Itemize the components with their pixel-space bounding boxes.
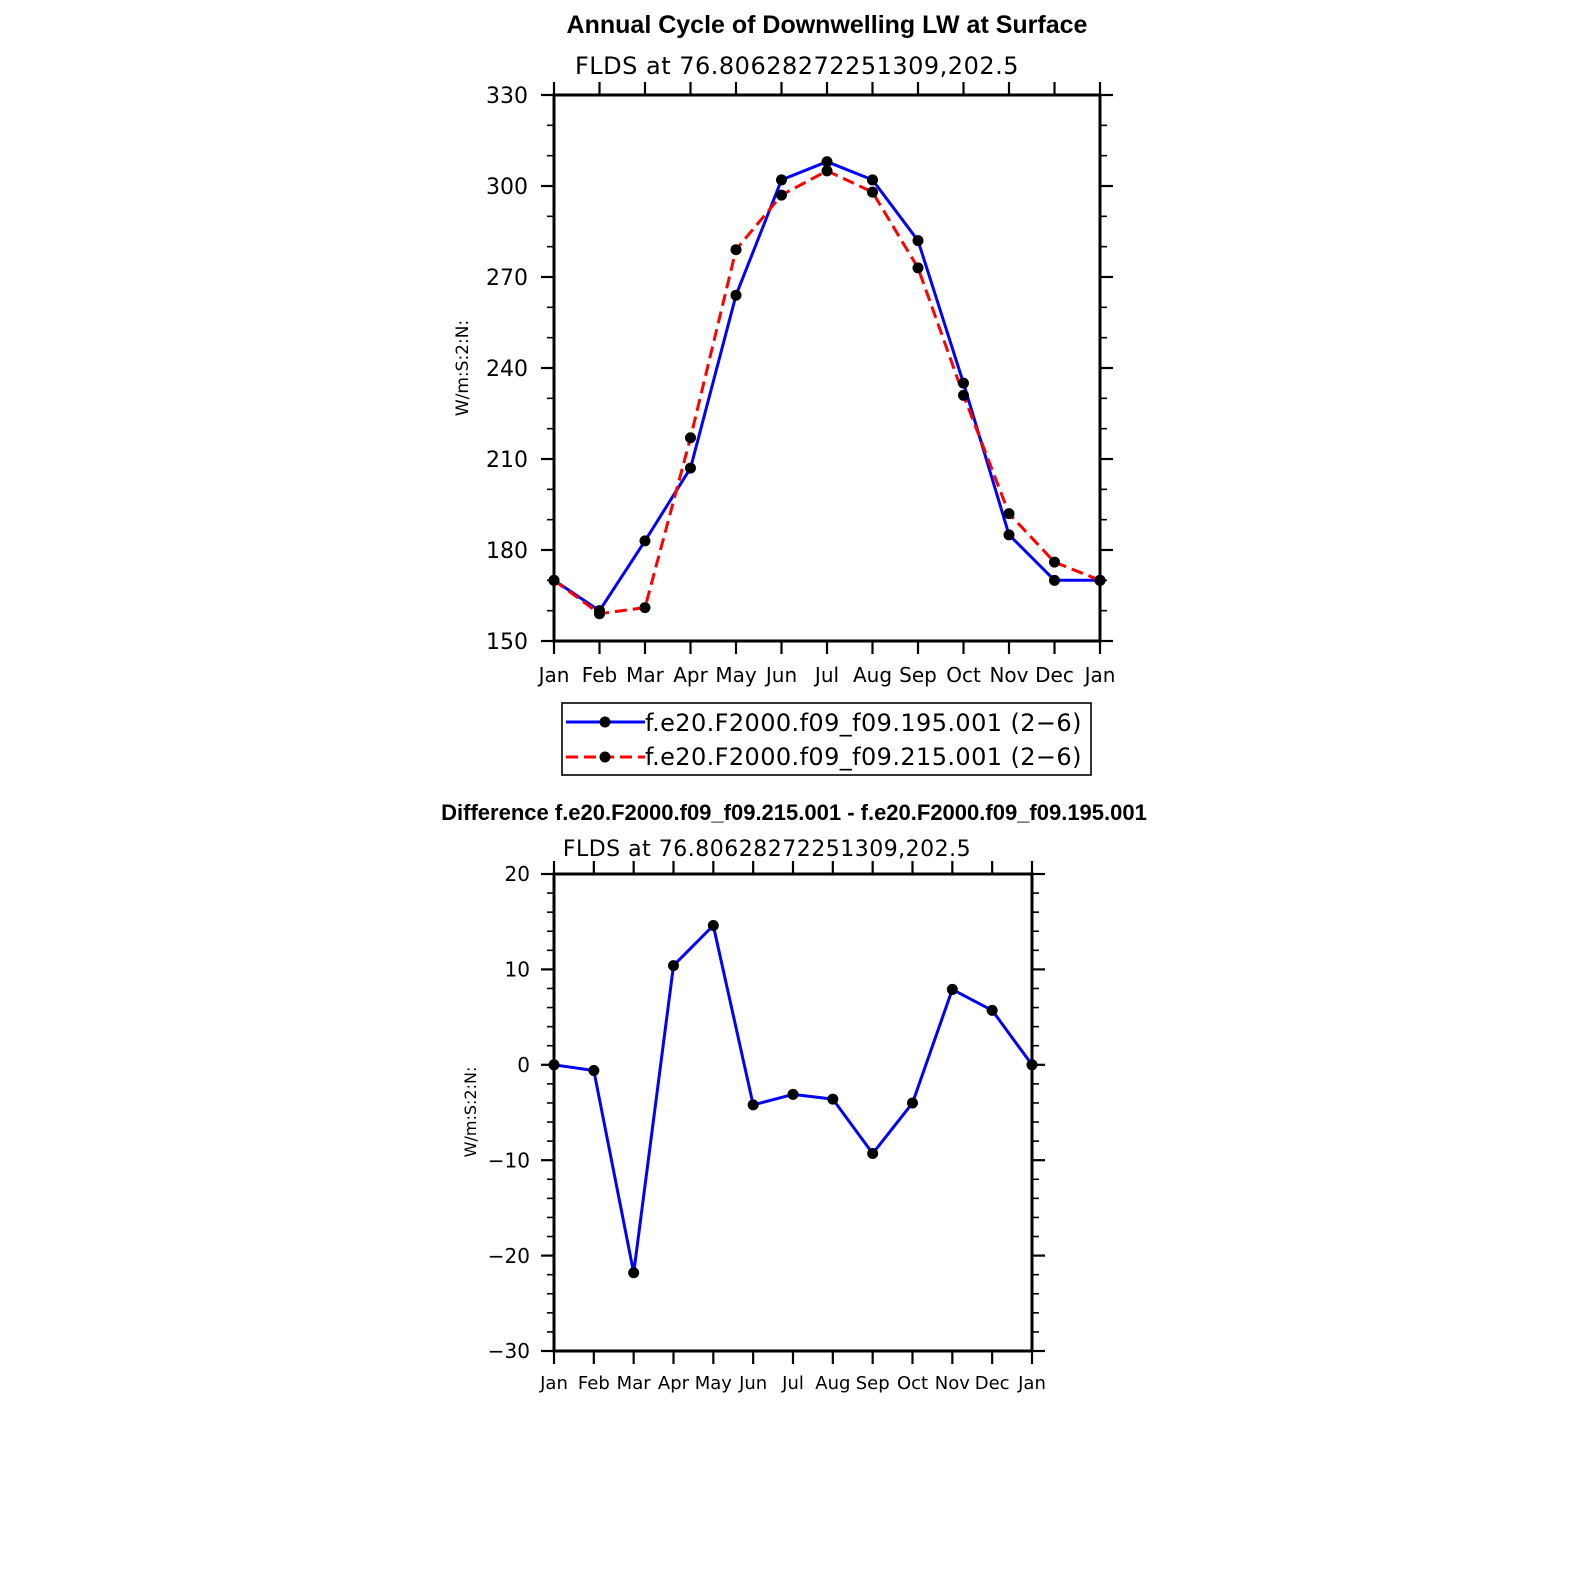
data-point-series-1 [668,960,679,972]
data-point-series-2 [1003,508,1015,520]
data-point-series-1 [747,1099,759,1111]
data-point-series-2 [639,602,651,614]
data-point-series-1 [907,1097,918,1109]
y-tick-label: −30 [488,1339,530,1363]
x-tick-label: Jan [1083,663,1116,687]
y-tick-label: 150 [486,630,528,655]
legend-marker-series-2 [599,751,611,763]
x-tick-label: Jul [781,1373,804,1394]
data-point-series-1 [912,235,924,247]
data-point-series-1 [1049,574,1060,586]
data-point-series-2 [912,262,924,274]
data-point-series-1 [685,462,696,474]
data-point-series-1 [867,1148,879,1160]
y-tick-label: 330 [486,84,528,109]
x-tick-label: Jun [764,663,797,687]
legend-label-series-1: f.e20.F2000.f09_f09.195.001 (2−6) [645,709,1082,737]
data-point-series-2 [685,432,696,444]
data-point-series-1 [776,174,787,186]
x-tick-label: Jan [539,1373,568,1394]
difference-chart: Difference f.e20.F2000.f09_f09.215.001 -… [441,800,1147,1394]
y-tick-label: −20 [488,1244,530,1268]
data-point-series-1 [867,174,878,186]
data-point-series-1 [588,1065,600,1077]
data-point-series-1 [1003,529,1015,541]
data-point-series-1 [958,377,969,389]
y-tick-label: 180 [486,539,528,564]
chart1-legend: f.e20.F2000.f09_f09.195.001 (2−6) f.e20.… [561,702,1092,776]
data-point-series-1 [827,1093,839,1105]
x-tick-label: Sep [856,1373,890,1394]
x-tick-label: Jun [738,1373,767,1394]
y-tick-label: 240 [486,357,528,382]
x-tick-label: Dec [1035,663,1074,687]
series-line-1 [553,160,1100,613]
x-tick-label: Apr [658,1373,690,1394]
data-point-series-1 [639,535,651,547]
x-tick-label: Jan [1017,1373,1046,1394]
y-tick-label: 300 [486,175,528,200]
chart1-plot-frame [552,93,1102,643]
y-tick-label: 270 [486,266,528,291]
annual-cycle-chart: Annual Cycle of Downwelling LW at Surfac… [453,11,1116,776]
data-point-series-1 [986,1004,998,1016]
chart1-subtitle: FLDS at 76.80628272251309,202.5 [575,52,1019,80]
data-point-series-2 [958,389,969,401]
y-tick-label: −10 [488,1148,530,1172]
chart2-ylabel: W/m:S:2:N: [461,1067,480,1158]
data-point-series-1 [821,156,833,168]
chart2-title: Difference f.e20.F2000.f09_f09.215.001 -… [441,800,1147,825]
x-tick-label: Dec [975,1373,1010,1394]
data-point-series-1 [707,920,719,932]
x-tick-label: Aug [815,1373,850,1394]
x-tick-label: May [715,663,757,687]
y-tick-label: 0 [517,1053,530,1077]
chart1-title: Annual Cycle of Downwelling LW at Surfac… [567,11,1088,39]
legend-label-series-2: f.e20.F2000.f09_f09.215.001 (2−6) [645,743,1082,771]
legend-box [561,702,1092,776]
x-tick-label: Mar [626,663,665,687]
x-tick-label: Apr [673,663,708,687]
x-tick-label: Jul [813,663,839,687]
data-point-series-2 [821,165,833,177]
x-tick-label: May [695,1373,733,1394]
y-tick-label: 210 [486,448,528,473]
x-tick-label: Feb [578,1373,610,1394]
chart2-subtitle: FLDS at 76.80628272251309,202.5 [563,837,971,862]
x-tick-label: Oct [897,1373,928,1394]
x-tick-label: Jan [537,663,570,687]
data-point-series-1 [946,983,958,995]
chart1-ylabel: W/m:S:2:N: [453,320,473,416]
data-point-series-2 [867,186,878,198]
data-point-series-2 [730,244,742,256]
data-point-series-1 [730,289,742,301]
data-point-series-2 [1049,556,1060,568]
x-tick-label: Feb [582,663,617,687]
x-tick-label: Nov [989,663,1028,687]
x-tick-label: Mar [617,1373,652,1394]
data-point-series-1 [787,1088,799,1100]
series-line-2 [553,169,1101,616]
x-tick-label: Oct [946,663,981,687]
x-tick-label: Sep [899,663,937,687]
data-point-series-2 [594,608,605,620]
y-tick-label: 20 [505,862,530,886]
y-tick-label: 10 [505,958,530,982]
data-point-series-1 [628,1267,640,1279]
chart2-plot-frame [552,872,1034,1353]
data-point-series-2 [776,189,787,201]
legend-marker-series-1 [599,716,611,728]
x-tick-label: Nov [935,1373,970,1394]
x-tick-label: Aug [853,663,892,687]
